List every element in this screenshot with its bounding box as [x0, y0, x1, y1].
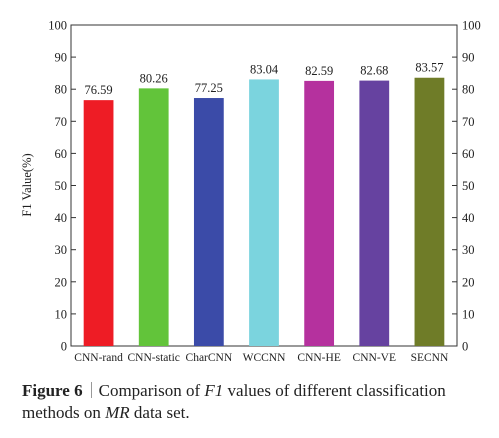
data-label: 80.26: [140, 71, 168, 85]
left-tick-label: 90: [55, 51, 68, 65]
right-tick-label: 50: [462, 179, 475, 193]
data-label: 77.25: [195, 81, 223, 95]
left-tick-label: 0: [61, 340, 67, 354]
left-tick-label: 80: [55, 83, 68, 97]
caption-separator: [90, 382, 92, 398]
category-label: CNN-VE: [353, 352, 396, 364]
data-label: 83.57: [415, 61, 443, 75]
caption-text-2: values of different classification metho…: [22, 381, 446, 422]
y-axis-label: F1 Value(%): [20, 153, 34, 216]
figure-caption: Figure 6 Comparison of F1 values of diffe…: [22, 380, 482, 424]
right-tick-label: 80: [462, 83, 475, 97]
left-tick-label: 40: [55, 211, 68, 225]
category-label: CNN-rand: [74, 352, 123, 364]
bar-secnn: [414, 77, 445, 347]
category-label: CNN-static: [128, 352, 180, 364]
caption-italic-f1: F1: [204, 381, 224, 400]
axis-ticks: 0 0 10 10 20 20 30 30 40 40 50 50 60 60 70 70 80 80 90 90 10…: [48, 19, 481, 354]
right-tick-label: 20: [462, 275, 475, 289]
data-labels-group: 76.59 80.26 77.25 83.04 82.59 82.68 83.57: [85, 61, 444, 97]
left-tick-label: 20: [55, 275, 68, 289]
data-label: 82.68: [360, 64, 388, 78]
category-label: SECNN: [411, 352, 449, 364]
right-tick-label: 10: [462, 307, 475, 321]
left-tick-label: 50: [55, 179, 68, 193]
right-tick-label: 40: [462, 211, 475, 225]
right-tick-label: 0: [462, 340, 468, 354]
right-tick-label: 70: [462, 115, 475, 129]
left-tick-label: 70: [55, 115, 68, 129]
data-label: 82.59: [305, 64, 333, 78]
bars-group: [83, 77, 445, 347]
right-tick-label: 60: [462, 147, 475, 161]
left-tick-label: 10: [55, 307, 68, 321]
right-tick-label: 30: [462, 243, 475, 257]
caption-text-3: data set.: [129, 403, 190, 422]
caption-italic-mr: MR: [105, 403, 130, 422]
data-label: 76.59: [85, 83, 113, 97]
left-tick-label: 60: [55, 147, 68, 161]
bar-chart: 0 0 10 10 20 20 30 30 40 40 50 50 60 60 70 70 80 80 90 90 10…: [20, 19, 481, 365]
bar-cnn-rand: [83, 100, 114, 346]
right-tick-label: 90: [462, 51, 475, 65]
category-label: CNN-HE: [297, 352, 340, 364]
category-labels-group: CNN-rand CNN-static CharCNN WCCNN CNN-HE CNN-…: [74, 352, 449, 364]
right-tick-label: 100: [462, 19, 481, 33]
caption-text-1: Comparison of: [98, 381, 205, 400]
left-tick-label: 100: [48, 19, 67, 33]
category-label: WCCNN: [243, 352, 287, 364]
bar-cnn-ve: [359, 80, 390, 346]
figure-number: Figure 6: [22, 381, 83, 400]
data-label: 83.04: [250, 62, 279, 76]
bar-charcnn: [193, 98, 224, 346]
category-label: CharCNN: [186, 352, 233, 364]
bar-wccnn: [249, 79, 279, 347]
bar-cnn-he: [304, 80, 335, 346]
left-tick-label: 30: [55, 243, 68, 257]
bar-cnn-static: [138, 88, 169, 346]
